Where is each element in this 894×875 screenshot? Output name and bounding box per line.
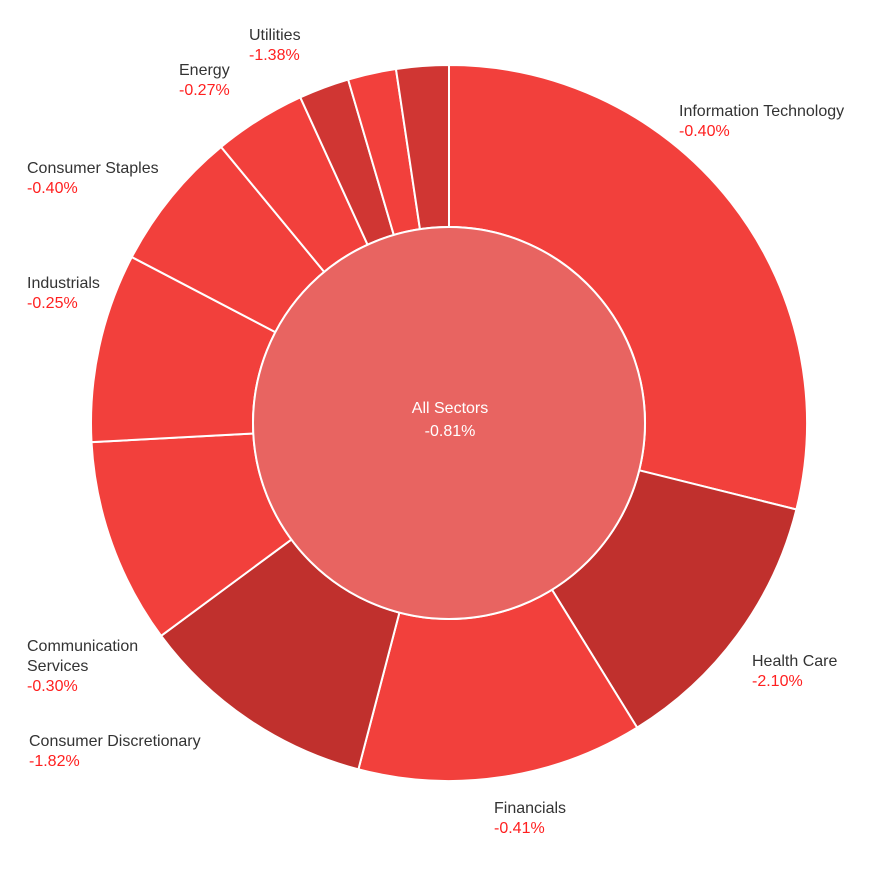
label-change-financials: -0.41% [494,820,545,837]
label-communication-services: Communication Services -0.30% [27,637,138,697]
label-industrials: Industrials -0.25% [27,274,100,314]
label-change-energy: -0.27% [179,82,230,99]
center-label-value: -0.81% [424,423,476,440]
label-name-consumer-discretionary: Consumer Discretionary [29,733,201,750]
label-energy: Energy -0.27% [179,61,230,101]
label-name-consumer-staples: Consumer Staples [27,160,159,177]
label-change-consumer-staples: -0.40% [27,180,78,197]
label-financials: Financials -0.41% [494,799,566,839]
label-utilities: Utilities -1.38% [249,26,301,66]
label-information-technology: Information Technology -0.40% [679,102,844,142]
label-name-utilities: Utilities [249,27,301,44]
label-health-care: Health Care -2.10% [752,652,837,692]
center-label-name: All Sectors [411,400,489,417]
label-change-industrials: -0.25% [27,295,78,312]
label-change-consumer-discretionary: -1.82% [29,753,80,770]
label-change-communication-services: -0.30% [27,678,78,695]
label-name-information-technology: Information Technology [679,103,845,120]
label-name-communication-services-line1: Communication [27,638,139,655]
label-name-industrials: Industrials [27,275,100,292]
label-change-health-care: -2.10% [752,673,803,690]
center-circle-all-sectors[interactable] [252,226,646,620]
label-consumer-discretionary: Consumer Discretionary -1.82% [29,732,201,772]
label-name-financials: Financials [494,800,567,817]
label-name-energy: Energy [179,62,230,79]
center-label: All Sectors -0.81% [350,397,550,443]
label-change-information-technology: -0.40% [679,123,730,140]
label-name-communication-services-line2: Services [27,658,89,675]
label-change-utilities: -1.38% [249,47,300,64]
label-consumer-staples: Consumer Staples -0.40% [27,159,159,199]
label-name-health-care: Health Care [752,653,838,670]
